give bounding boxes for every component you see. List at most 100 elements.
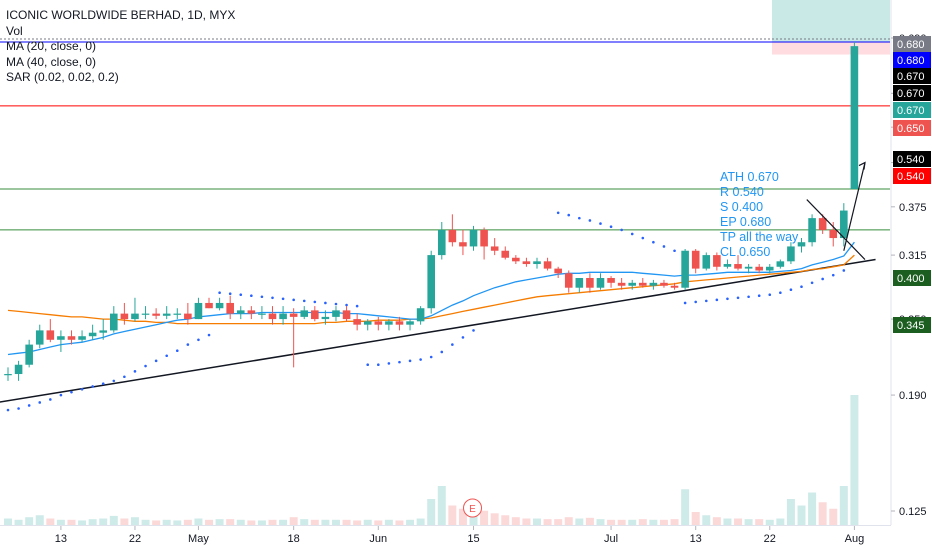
volume-bar	[257, 520, 266, 525]
volume-bar	[300, 519, 309, 525]
candle-body	[501, 250, 510, 258]
sar-dot	[101, 382, 105, 385]
volume-bar	[638, 519, 647, 525]
volume-bar	[469, 512, 478, 525]
candle-body	[99, 330, 108, 333]
price-label-text: 0.670	[897, 105, 925, 117]
volume-bar	[88, 519, 97, 525]
sar-dot	[334, 302, 338, 306]
volume-bar	[797, 505, 806, 525]
candle-body	[691, 250, 700, 269]
volume-bar	[649, 519, 658, 525]
price-label-text: 0.650	[897, 123, 925, 135]
pattern-line	[806, 199, 866, 260]
volume-bar	[289, 517, 298, 525]
volume-bar	[585, 517, 594, 525]
candle-body	[469, 229, 478, 247]
candle-body	[628, 282, 637, 286]
volume-bar	[236, 519, 245, 525]
volume-bar	[596, 519, 605, 525]
candle-body	[321, 316, 330, 320]
pattern-line	[843, 162, 866, 251]
sar-dot	[49, 398, 52, 401]
sar-dot	[313, 300, 317, 304]
candle-body	[787, 246, 795, 262]
sar-dot	[821, 277, 824, 281]
volume-bar	[279, 519, 288, 525]
sar-dot	[387, 362, 391, 365]
volume-bar	[712, 517, 721, 525]
volume-bar	[56, 519, 65, 525]
sar-dot	[302, 299, 306, 303]
price-tick-label: 0.315	[899, 250, 927, 262]
volume-bar	[25, 517, 34, 525]
sar-dot	[408, 359, 412, 363]
sar-dot	[683, 301, 687, 305]
candle-body	[173, 313, 182, 315]
candle-body	[660, 282, 668, 286]
sar-dot	[556, 211, 560, 215]
trade-plan-note: ATH 0.670 R 0.540 S 0.400 EP 0.680 TP al…	[720, 170, 798, 260]
candle-body	[490, 246, 499, 251]
note-ath: ATH 0.670	[720, 170, 779, 184]
volume-bar	[734, 518, 743, 525]
volume-bar	[406, 519, 415, 525]
sar-dot	[197, 338, 200, 342]
volume-bar	[702, 515, 711, 525]
candle-body	[184, 313, 192, 320]
sar-dot	[27, 404, 31, 407]
sar-dot	[207, 333, 211, 337]
sar-dot	[652, 240, 655, 244]
volume-bar	[829, 508, 838, 525]
candle-body	[215, 302, 224, 309]
time-tick-label: 22	[764, 533, 776, 545]
volume-bar	[120, 518, 129, 525]
candle-body	[755, 266, 763, 271]
candle-body	[776, 261, 785, 267]
time-tick-label: Jul	[604, 533, 618, 545]
candle-body	[639, 282, 647, 286]
volume-bar	[152, 520, 161, 525]
candle-body	[385, 321, 393, 325]
volume-bar	[35, 515, 44, 525]
price-label-box	[893, 151, 931, 167]
volume-bar	[162, 519, 171, 525]
candle-body	[797, 242, 806, 247]
candle-body	[110, 313, 118, 331]
candle-body	[480, 229, 488, 247]
volume-bar	[268, 519, 277, 525]
volume-bar	[353, 520, 362, 525]
sar-dot	[736, 296, 740, 300]
time-tick-label: 15	[467, 533, 479, 545]
candle-body	[448, 229, 457, 243]
volume-bar	[67, 519, 76, 525]
candle-body	[311, 310, 319, 320]
sar-dot	[324, 301, 327, 305]
price-label-text: 0.680	[897, 39, 925, 51]
sar-dot	[112, 379, 116, 383]
sar-dot	[588, 219, 592, 222]
sar-dot	[144, 364, 147, 368]
sar-dot	[768, 293, 772, 297]
sar-dot	[694, 300, 697, 304]
volume-bar	[384, 519, 393, 525]
volume-bar	[850, 395, 859, 525]
sar-dot	[133, 370, 137, 373]
sar-dot	[70, 390, 73, 394]
sar-dot	[715, 298, 719, 302]
sar-dot	[673, 249, 676, 253]
candle-body	[205, 302, 213, 309]
candle-body	[744, 266, 753, 269]
volume-bar	[46, 518, 55, 525]
indicator-ma40: MA (40, close, 0)	[6, 54, 97, 69]
note-resistance: R 0.540	[720, 185, 764, 199]
volume-bar	[427, 499, 436, 525]
sar-dot	[250, 294, 253, 298]
candle-body	[332, 310, 340, 317]
earnings-marker-icon	[463, 498, 483, 518]
candle-body	[141, 313, 150, 315]
candle-body	[342, 310, 351, 320]
sar-dot	[366, 363, 370, 367]
volume-bar	[501, 515, 510, 525]
